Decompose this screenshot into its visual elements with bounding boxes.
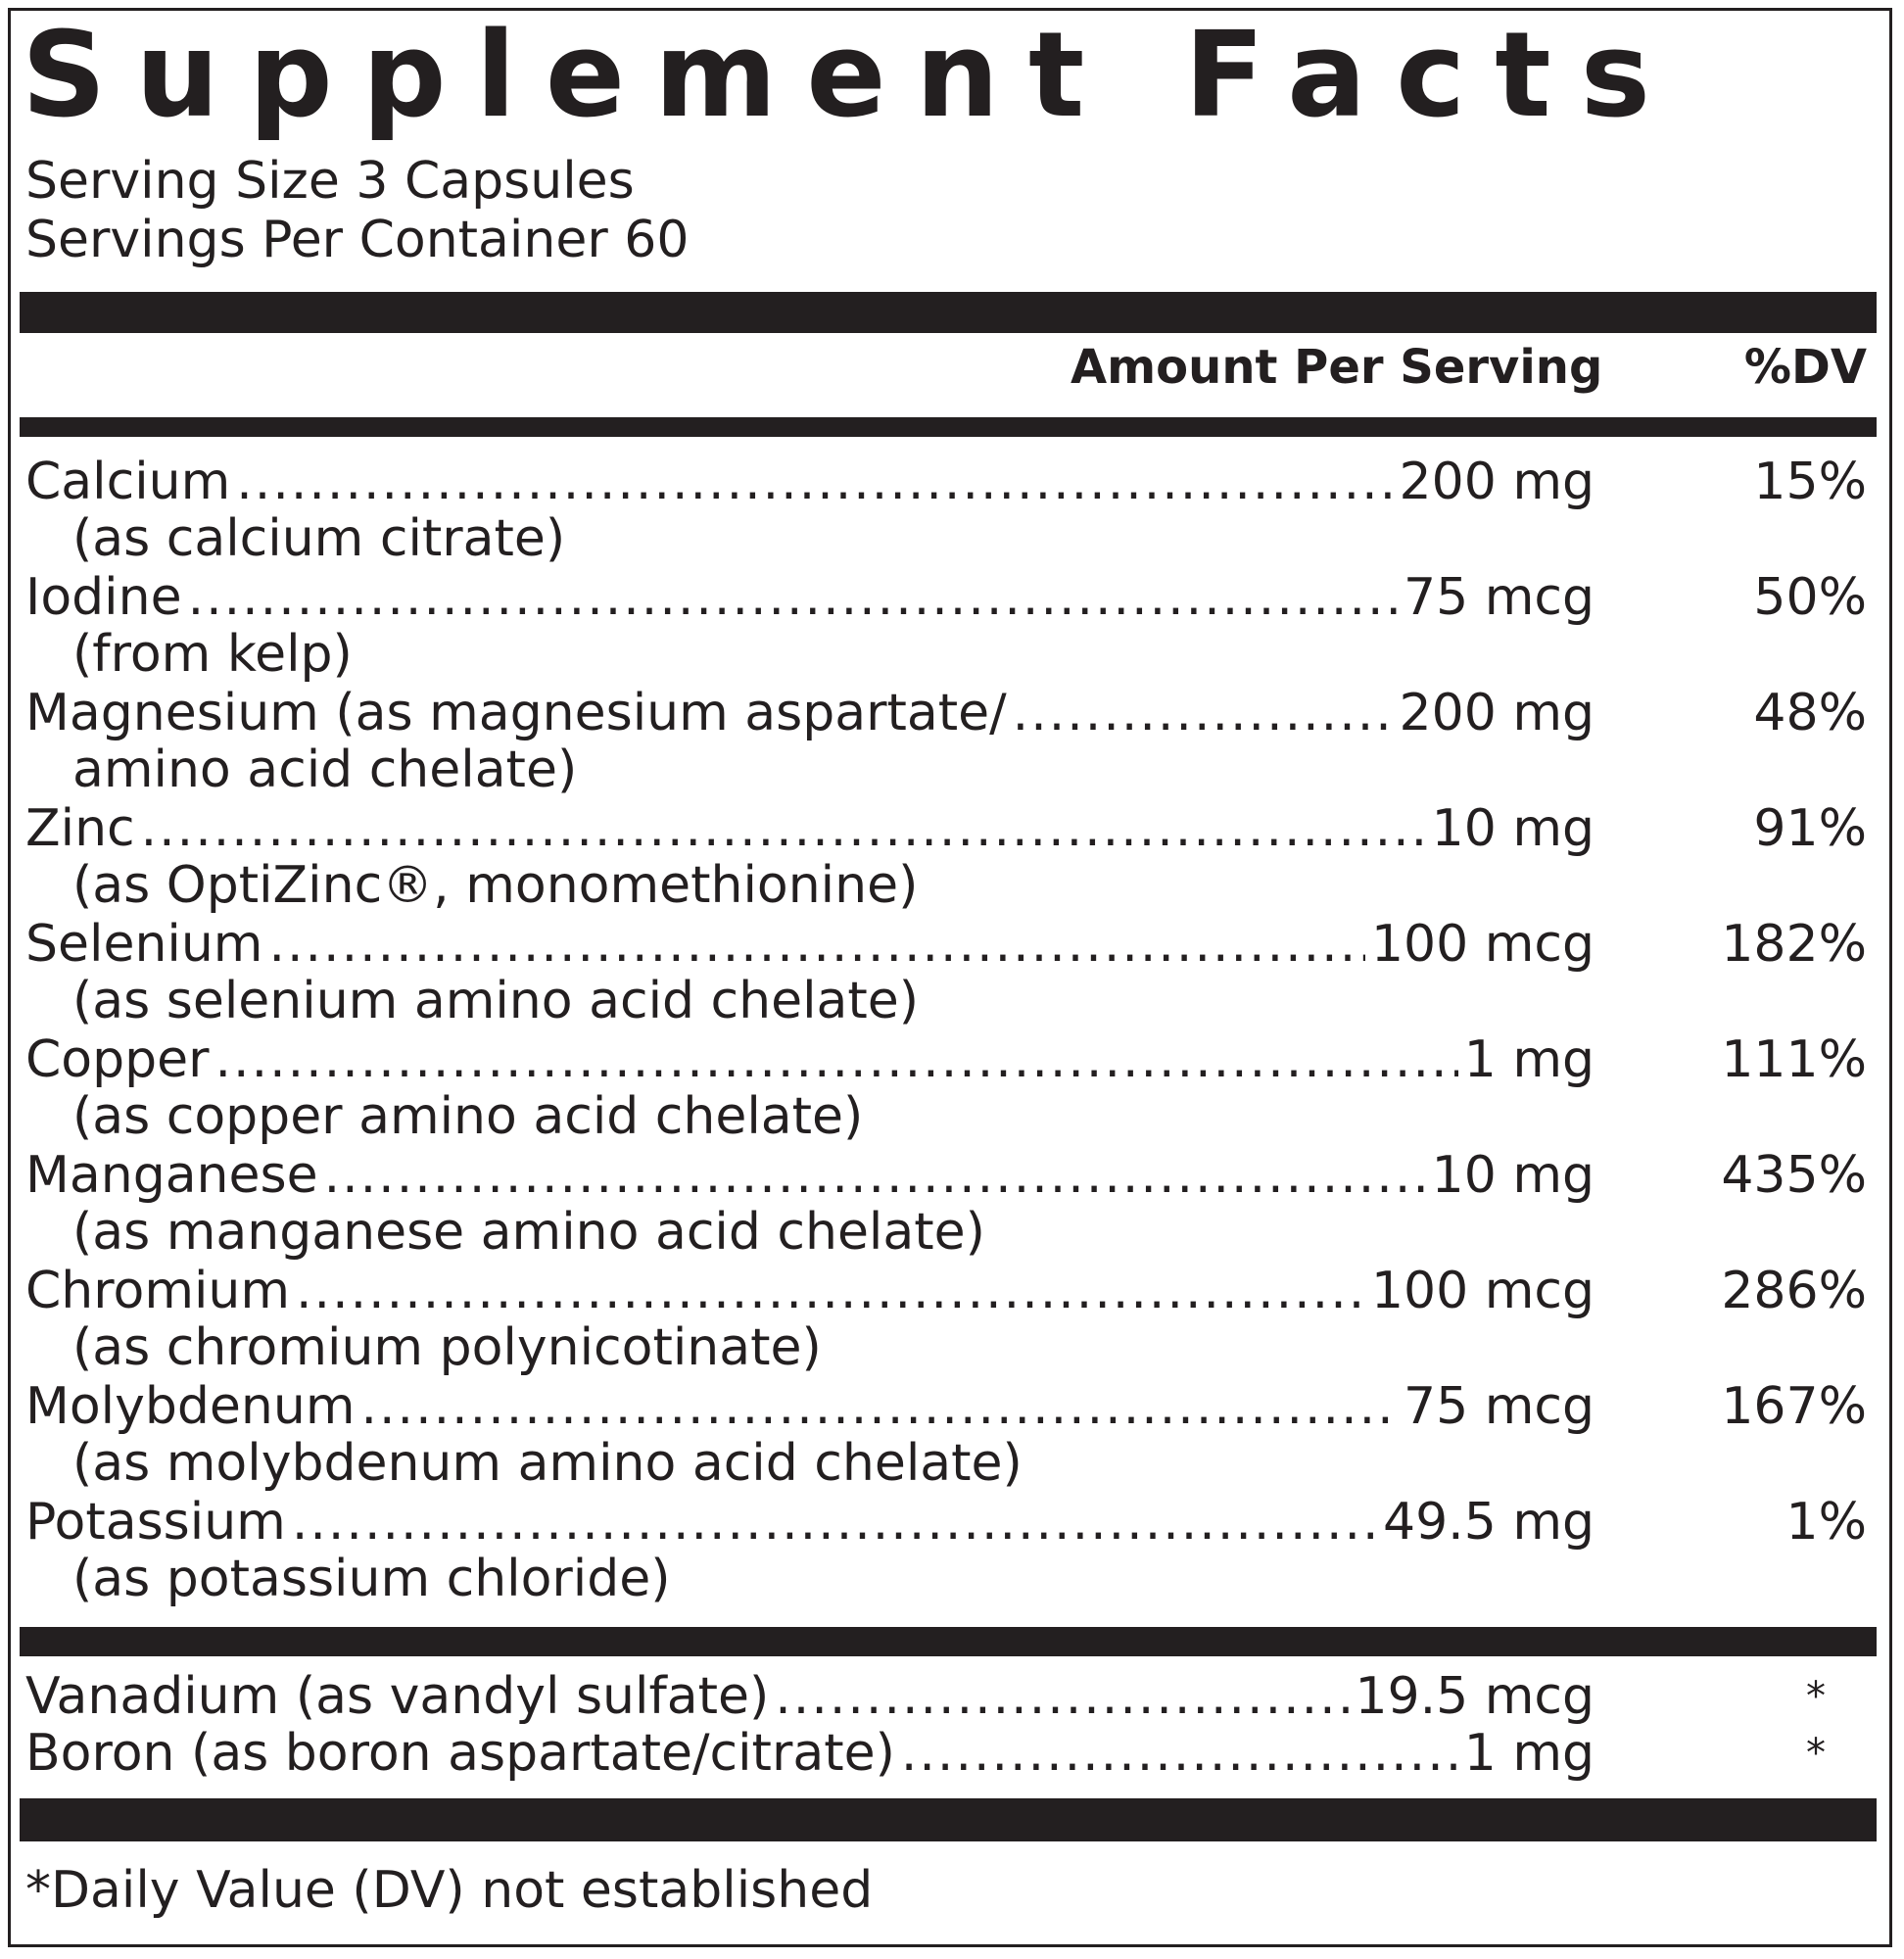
ingredient-name: Vanadium (as vandyl sulfate) (25, 1667, 770, 1726)
nutrient-name: Potassium (25, 1493, 286, 1552)
leader-dots (188, 568, 1398, 627)
leader-dots (360, 1377, 1398, 1436)
other-ingredient-row: Vanadium (as vandyl sulfate) 19.5 mcg * (25, 1667, 1867, 1726)
nutrient-amount: 200 mg (1399, 684, 1595, 742)
leader-dots (775, 1667, 1349, 1726)
leader-dots (292, 1493, 1377, 1552)
ingredient-dv: * (1806, 1731, 1826, 1776)
nutrient-amount: 75 mcg (1404, 1377, 1595, 1436)
nutrient-dv: 286% (1721, 1262, 1867, 1320)
nutrient-dv: 15% (1753, 453, 1867, 511)
leader-dots (215, 1030, 1458, 1089)
nutrient-row: Zinc 10 mg 91% (as OptiZinc®, monomethion… (25, 799, 1867, 915)
nutrient-name: Copper (25, 1030, 210, 1089)
amount-per-serving-header: Amount Per Serving (1071, 340, 1603, 395)
ingredient-dv: * (1806, 1674, 1826, 1719)
nutrient-amount: 1 mg (1463, 1030, 1595, 1089)
nutrient-row: Calcium 200 mg 15% (as calcium citrate) (25, 453, 1867, 568)
ingredient-name: Boron (as boron aspartate/citrate) (25, 1724, 895, 1783)
panel-title: Supplement Facts (22, 8, 1681, 144)
leader-dots (296, 1262, 1365, 1320)
nutrient-source: (as copper amino acid chelate) (72, 1087, 864, 1146)
nutrient-name: Calcium (25, 453, 231, 511)
nutrient-row: Chromium 100 mcg 286% (as chromium polyni… (25, 1262, 1867, 1377)
nutrient-name: Chromium (25, 1262, 291, 1320)
leader-dots (268, 915, 1364, 974)
nutrient-source: (as chromium polynicotinate) (72, 1318, 822, 1377)
nutrient-dv: 167% (1721, 1377, 1867, 1436)
nutrient-source: (as selenium amino acid chelate) (72, 972, 920, 1030)
nutrient-dv: 91% (1753, 799, 1867, 858)
nutrient-source: (as molybdenum amino acid chelate) (72, 1434, 1023, 1493)
dv-header: %DV (1743, 340, 1867, 395)
leader-dots (324, 1146, 1426, 1205)
nutrient-source: (as potassium chloride) (72, 1550, 671, 1608)
nutrient-row: Manganese 10 mg 435% (as manganese amino … (25, 1146, 1867, 1262)
thick-divider-top (20, 292, 1877, 333)
nutrient-name: Manganese (25, 1146, 318, 1205)
nutrient-row: Molybdenum 75 mcg 167% (as molybdenum ami… (25, 1377, 1867, 1493)
leader-dots (1013, 684, 1394, 742)
nutrient-row: Magnesium (as magnesium aspartate/200 mg… (25, 684, 1867, 799)
nutrient-dv: 182% (1721, 915, 1867, 974)
nutrient-amount: 75 mcg (1404, 568, 1595, 627)
thick-divider-bottom (20, 1798, 1877, 1841)
nutrient-name: Zinc (25, 799, 135, 858)
nutrient-name: Molybdenum (25, 1377, 356, 1436)
nutrient-row: Potassium 49.5 mg 1% (as potassium chlori… (25, 1493, 1867, 1608)
nutrient-row: Iodine 75 mcg 50% (from kelp) (25, 568, 1867, 684)
nutrient-source: amino acid chelate) (72, 741, 578, 799)
nutrient-amount: 200 mg (1399, 453, 1595, 511)
leader-dots (236, 453, 1393, 511)
ingredient-amount: 1 mg (1463, 1724, 1595, 1783)
nutrient-source: (from kelp) (72, 625, 353, 684)
nutrient-row: Copper 1 mg 111% (as copper amino acid ch… (25, 1030, 1867, 1146)
nutrient-source: (as calcium citrate) (72, 509, 566, 568)
servings-per-container: Servings Per Container 60 (25, 211, 690, 269)
nutrient-amount: 100 mcg (1370, 915, 1595, 974)
nutrient-row: Selenium 100 mcg 182% (as selenium amino … (25, 915, 1867, 1030)
leader-dots (141, 799, 1426, 858)
ingredient-amount: 19.5 mcg (1355, 1667, 1595, 1726)
nutrient-amount: 100 mcg (1370, 1262, 1595, 1320)
thick-divider-middle (20, 1627, 1877, 1656)
nutrient-name: Iodine (25, 568, 182, 627)
leader-dots (901, 1724, 1458, 1783)
nutrient-amount: 10 mg (1431, 1146, 1595, 1205)
nutrient-amount: 10 mg (1431, 799, 1595, 858)
serving-size: Serving Size 3 Capsules (25, 152, 635, 211)
nutrient-amount: 49.5 mg (1383, 1493, 1595, 1552)
nutrient-name: Selenium (25, 915, 263, 974)
nutrient-dv: 50% (1753, 568, 1867, 627)
nutrient-dv: 1% (1785, 1493, 1868, 1552)
nutrient-dv: 111% (1721, 1030, 1867, 1089)
nutrient-name: Magnesium (as magnesium aspartate/ (25, 684, 1007, 742)
nutrient-source: (as OptiZinc®, monomethionine) (72, 856, 919, 915)
nutrient-dv: 435% (1721, 1146, 1867, 1205)
other-ingredient-row: Boron (as boron aspartate/citrate) 1 mg * (25, 1724, 1867, 1783)
nutrient-source: (as manganese amino acid chelate) (72, 1203, 985, 1262)
footnote: *Daily Value (DV) not established (25, 1861, 874, 1920)
header-divider (20, 417, 1877, 437)
nutrient-dv: 48% (1753, 684, 1867, 742)
